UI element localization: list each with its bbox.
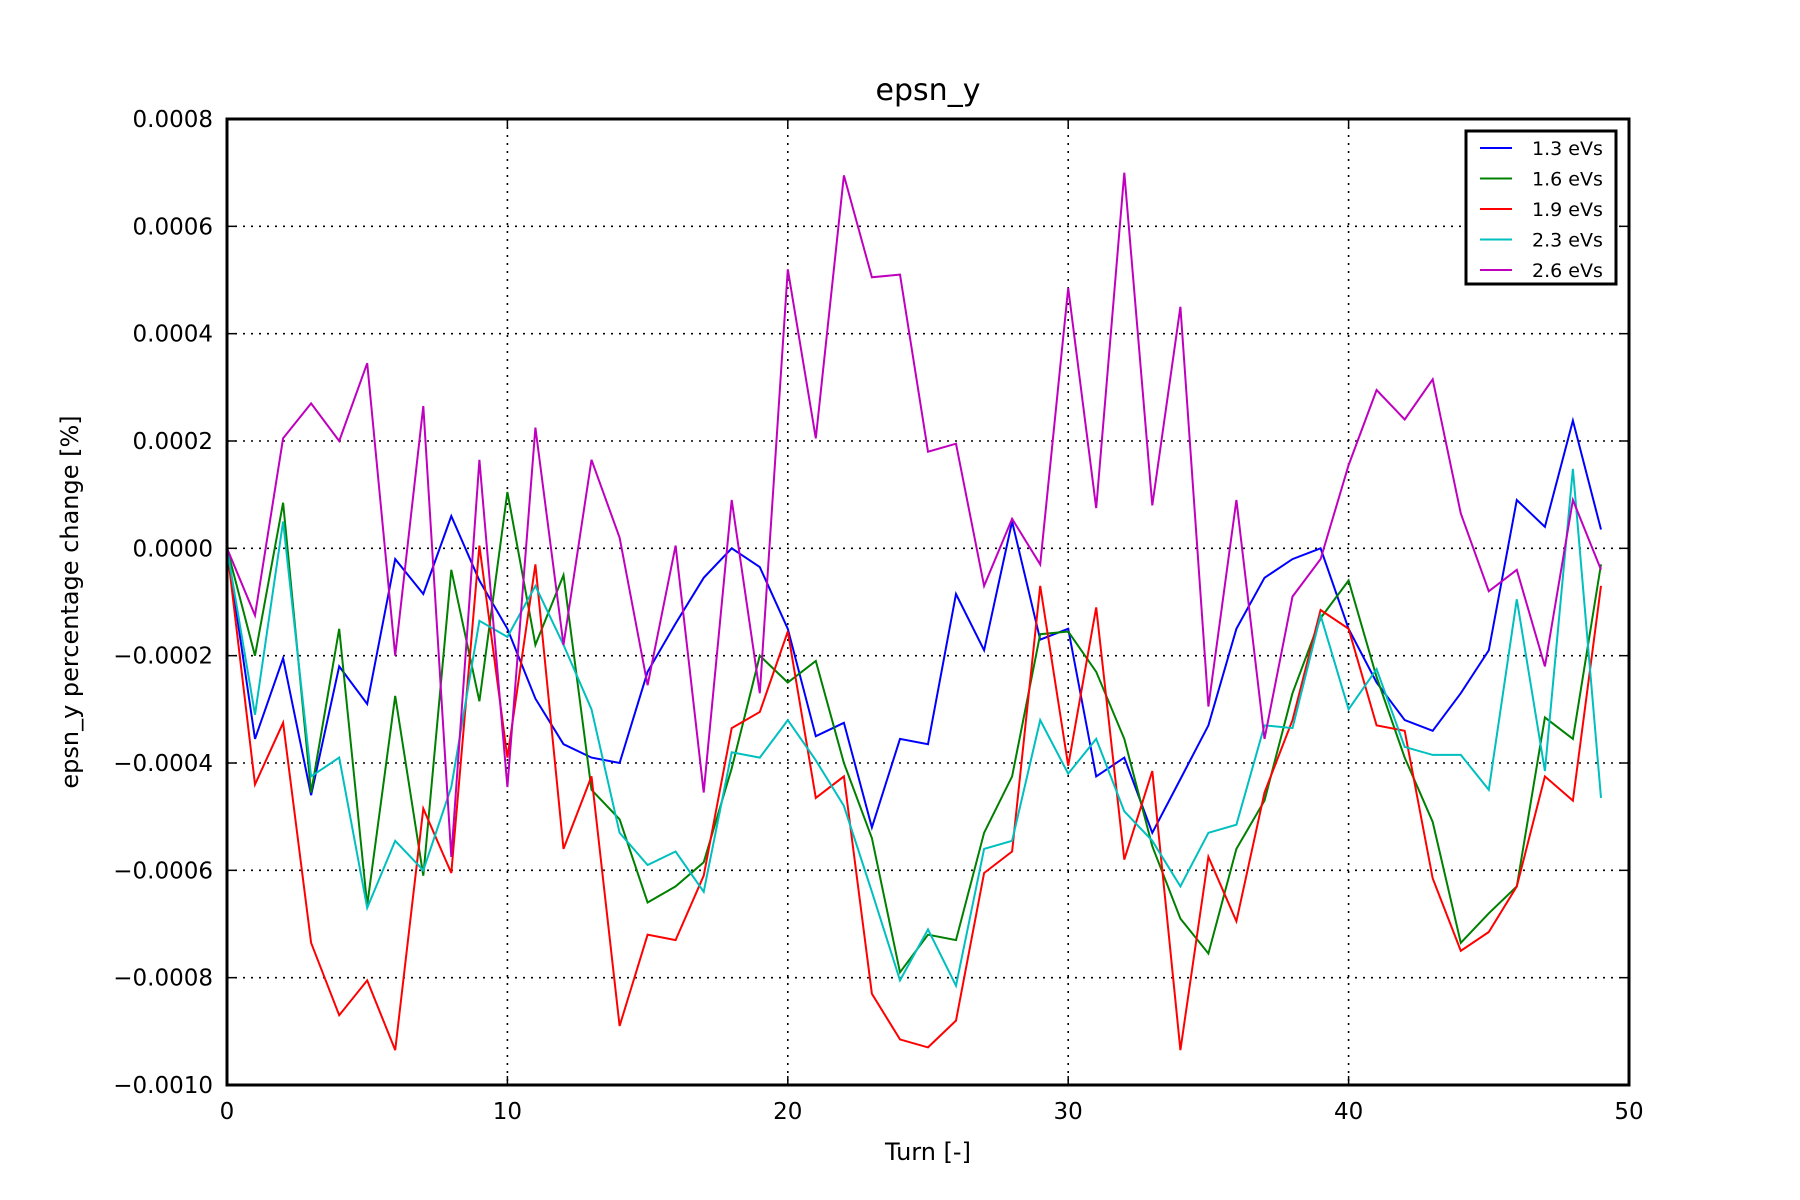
y-tick-label: −0.0006 xyxy=(113,858,213,884)
legend-items: 1.3 eVs 1.6 eVs 1.9 eVs 2.3 eVs 2.6 eVs xyxy=(1480,138,1603,282)
tick-labels: 0 10 20 30 40 50 −0.0010 −0.0008 −0.0006 −0.0004 −… xyxy=(113,107,1643,1125)
grid-lines xyxy=(227,119,1629,1085)
y-tick-label: −0.0008 xyxy=(113,966,213,992)
x-tick-label: 50 xyxy=(1614,1099,1643,1125)
series-line-2-3-evs xyxy=(226,468,1602,989)
plot-frame xyxy=(225,117,1631,1087)
legend-label: 1.3 eVs xyxy=(1532,138,1603,160)
x-tick-label: 30 xyxy=(1054,1099,1083,1125)
x-tick-label: 0 xyxy=(220,1099,235,1125)
chart-title: epsn_y xyxy=(876,73,981,108)
y-tick-label: 0.0006 xyxy=(133,214,213,240)
x-tick-label: 10 xyxy=(493,1099,522,1125)
legend-label: 2.6 eVs xyxy=(1532,260,1603,282)
legend-label: 2.3 eVs xyxy=(1532,230,1603,252)
legend: 1.3 eVs 1.6 eVs 1.9 eVs 2.3 eVs 2.6 eVs xyxy=(1464,129,1618,286)
series-lines xyxy=(226,172,1602,1051)
y-tick-label: 0.0002 xyxy=(133,429,213,455)
y-tick-label: 0.0008 xyxy=(133,107,213,133)
x-axis-label: Turn [-] xyxy=(884,1138,971,1166)
series-line-2-6-evs xyxy=(226,172,1602,857)
y-axis-label: epsn_y percentage change [%] xyxy=(56,415,84,788)
legend-box xyxy=(1464,129,1618,286)
series-line-1-3-evs xyxy=(226,416,1602,836)
legend-label: 1.9 eVs xyxy=(1532,199,1603,221)
axis-ticks xyxy=(226,118,1630,1086)
x-tick-label: 40 xyxy=(1334,1099,1363,1125)
y-tick-label: 0.0000 xyxy=(133,536,213,562)
y-tick-label: 0.0004 xyxy=(133,322,213,348)
y-tick-label: −0.0004 xyxy=(113,751,213,777)
series-line-1-9-evs xyxy=(226,545,1602,1051)
y-tick-label: −0.0002 xyxy=(113,644,213,670)
y-tick-label: −0.0010 xyxy=(113,1073,213,1099)
x-tick-label: 20 xyxy=(773,1099,802,1125)
legend-label: 1.6 eVs xyxy=(1532,169,1603,191)
